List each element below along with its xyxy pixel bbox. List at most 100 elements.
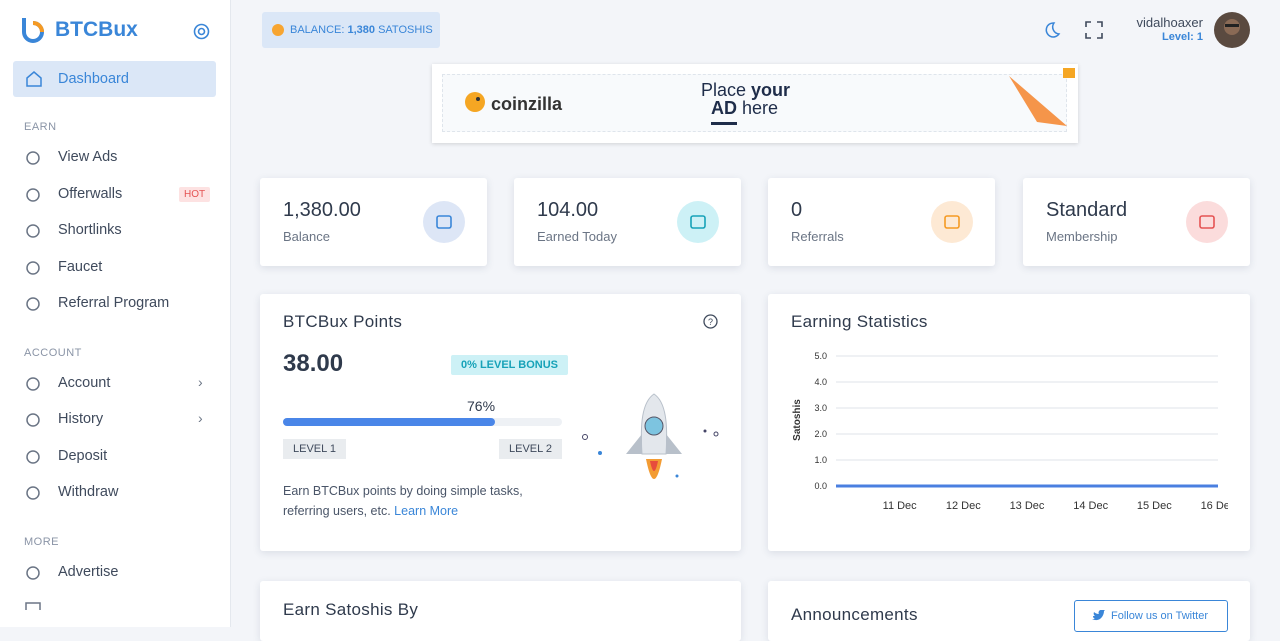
logo-icon bbox=[22, 18, 44, 43]
ad-text: Place bbox=[701, 80, 747, 100]
nav-icon bbox=[26, 377, 40, 391]
stat-value: 0 bbox=[791, 199, 803, 221]
fullscreen-icon[interactable] bbox=[1085, 21, 1103, 39]
nav-icon bbox=[25, 602, 41, 610]
stat-label: Earned Today bbox=[537, 229, 617, 244]
ad-corner bbox=[1009, 68, 1075, 126]
chevron: › bbox=[198, 374, 203, 390]
section-title: MORE bbox=[24, 536, 59, 548]
username[interactable]: vidalhoaxer bbox=[1136, 15, 1204, 30]
svg-text:?: ? bbox=[708, 317, 713, 327]
earn-card: Earn Satoshis By bbox=[260, 581, 741, 641]
balance-unit: SATOSHIS bbox=[378, 24, 433, 36]
y-tick-label: 1.0 bbox=[814, 455, 827, 465]
active-item[interactable]: Dashboard bbox=[13, 61, 216, 97]
section-title: EARN bbox=[24, 121, 57, 133]
nav-icon bbox=[26, 297, 40, 311]
nav-icon bbox=[26, 486, 40, 500]
bonus-badge: 0% LEVEL BONUS bbox=[451, 355, 568, 375]
stat-card: 104.00 Earned Today bbox=[514, 178, 741, 266]
x-tick-label: 13 Dec bbox=[1010, 500, 1045, 512]
progress-track bbox=[283, 418, 562, 426]
stat-card: Standard Membership bbox=[1023, 178, 1250, 266]
nav-icon bbox=[26, 566, 40, 580]
ad-text: AD bbox=[711, 98, 737, 118]
nav-icon bbox=[26, 188, 40, 202]
stat-card: 1,380.00 Balance bbox=[260, 178, 487, 266]
ad-text: your bbox=[751, 80, 791, 100]
nav-label[interactable]: Shortlinks bbox=[58, 222, 122, 238]
x-tick-label: 16 Dec bbox=[1201, 500, 1236, 512]
balance-label: BALANCE: bbox=[290, 24, 345, 36]
stat-label: Membership bbox=[1046, 229, 1118, 244]
nav-label[interactable]: Withdraw bbox=[58, 484, 119, 500]
stat-icon bbox=[677, 201, 719, 243]
nav-label[interactable]: Account bbox=[58, 375, 111, 391]
level-to: LEVEL 2 bbox=[498, 439, 562, 459]
card-title: Earn Satoshis By bbox=[283, 600, 419, 619]
twitter-icon bbox=[1092, 610, 1105, 621]
sidebar: BTCBux Dashboard EARN View Ads Offerwalls H… bbox=[0, 0, 231, 627]
rocket-illustration bbox=[582, 393, 719, 479]
card-title: Announcements bbox=[791, 605, 918, 624]
points-value: 38.00 bbox=[283, 350, 344, 377]
ad-underline bbox=[711, 122, 737, 125]
nav-icon bbox=[26, 413, 40, 427]
nav-label: Dashboard bbox=[58, 71, 129, 87]
learn-more-link[interactable]: Learn More bbox=[394, 504, 459, 518]
y-tick-label: 5.0 bbox=[814, 351, 827, 361]
y-axis-label: Satoshis bbox=[792, 399, 803, 441]
y-tick-label: 0.0 bbox=[814, 481, 827, 491]
nav-icon bbox=[26, 450, 40, 464]
x-tick-label: 15 Dec bbox=[1137, 500, 1172, 512]
nav-label[interactable]: Deposit bbox=[58, 448, 108, 464]
stat-icon bbox=[931, 201, 973, 243]
stat-value: Standard bbox=[1046, 199, 1128, 221]
y-tick-label: 2.0 bbox=[814, 429, 827, 439]
nav-icon bbox=[26, 224, 40, 238]
stat-icon bbox=[423, 201, 465, 243]
nav-icon bbox=[26, 261, 40, 275]
page: BTCBux Dashboard EARN View Ads Offerwalls H… bbox=[0, 0, 1250, 641]
nav-label[interactable]: Offerwalls bbox=[58, 186, 123, 202]
nav-label[interactable]: History bbox=[58, 411, 104, 427]
dark-mode-icon[interactable] bbox=[1043, 21, 1061, 39]
nav-label[interactable]: Faucet bbox=[58, 259, 103, 275]
chart: Satoshis 0.0 1.0 2.0 3.0 4.0 5.0 11 Dec 12 Dec 1… bbox=[792, 351, 1236, 512]
home-icon bbox=[26, 71, 42, 87]
nav-label[interactable]: Advertise bbox=[58, 564, 119, 580]
chart-card: Earning Statistics bbox=[768, 294, 1250, 551]
stat-value: 104.00 bbox=[537, 199, 599, 221]
ad-banner[interactable]: coinzilla Place your AD here bbox=[432, 64, 1078, 143]
ad-mascot bbox=[465, 92, 485, 112]
nav-icon bbox=[26, 151, 40, 165]
toggle-icon[interactable] bbox=[193, 23, 210, 40]
x-tick-label: 12 Dec bbox=[946, 500, 981, 512]
y-tick-label: 3.0 bbox=[814, 403, 827, 413]
nav-label[interactable]: Referral Program bbox=[58, 295, 170, 311]
ad-frame bbox=[442, 74, 1067, 132]
help-icon[interactable]: ? bbox=[703, 314, 718, 329]
balance-value: 1,380 bbox=[347, 24, 376, 36]
progress-bar bbox=[283, 418, 496, 426]
card-title: Earning Statistics bbox=[791, 312, 928, 331]
stat-value: 1,380.00 bbox=[283, 199, 361, 221]
avatar[interactable] bbox=[1214, 12, 1250, 48]
level-from: LEVEL 1 bbox=[283, 439, 347, 459]
y-tick-label: 4.0 bbox=[814, 377, 827, 387]
stat-icon bbox=[1186, 201, 1228, 243]
stat-card: 0 Referrals bbox=[768, 178, 995, 266]
x-tick-label: 11 Dec bbox=[883, 500, 918, 512]
coin-icon bbox=[272, 24, 284, 36]
chevron: › bbox=[198, 410, 203, 426]
stat-label: Balance bbox=[283, 229, 330, 244]
stat-label: Referrals bbox=[791, 229, 844, 244]
x-tick-label: 14 Dec bbox=[1073, 500, 1108, 512]
points-description: Earn BTCBux points by doing simple tasks… bbox=[283, 484, 523, 518]
hot-badge: HOT bbox=[179, 187, 211, 202]
progress-label: 76% bbox=[467, 398, 496, 414]
card-title: BTCBux Points bbox=[283, 312, 403, 331]
nav-label[interactable]: View Ads bbox=[58, 149, 118, 165]
user-level: Level: 1 bbox=[1162, 31, 1203, 43]
ad-text: here bbox=[742, 98, 779, 118]
